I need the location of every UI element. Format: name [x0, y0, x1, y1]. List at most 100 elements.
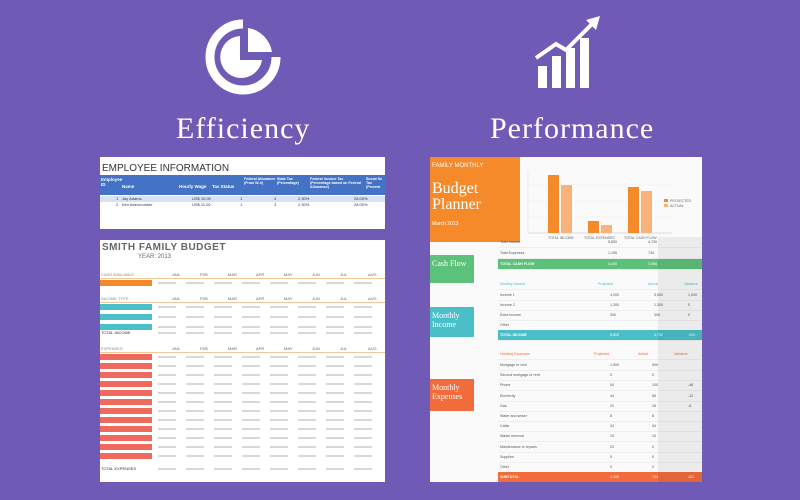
- cell-value: [186, 437, 204, 439]
- expense-row: Electricity 44 56 -12: [498, 391, 702, 402]
- bar-cashflow-actual: [641, 191, 652, 233]
- month-header: APR: [256, 346, 265, 351]
- cell-value: [214, 332, 232, 334]
- cell-value: [214, 316, 232, 318]
- cell-value: [214, 410, 232, 412]
- cell-value: [354, 428, 372, 430]
- cell-value: [354, 326, 372, 328]
- month-header: JUN: [312, 296, 320, 301]
- cell-value: [326, 468, 344, 470]
- expense-band: [100, 399, 152, 405]
- cell-value: [214, 306, 232, 308]
- cell-value: [186, 419, 204, 421]
- month-header: APR: [256, 296, 265, 301]
- cell-value: [242, 316, 260, 318]
- month-header: MAY: [284, 296, 293, 301]
- income-row: TOTAL INCOME 5,600 4,700 -900: [498, 330, 702, 341]
- expense-band: [100, 381, 152, 387]
- month-header: AUG: [368, 346, 377, 351]
- cell-value: [186, 356, 204, 358]
- expense-row: Mortgage or rent 1,000 500: [498, 360, 702, 371]
- cell-value: [270, 326, 288, 328]
- employee-row: 2 Kim Abercrombie US$ 11.00 1 3 2.30% 28…: [116, 202, 368, 207]
- total-expenses-label: TOTAL EXPENSES: [101, 466, 137, 471]
- cell-value: [158, 332, 176, 334]
- cell-value: [270, 383, 288, 385]
- cell-value: [298, 437, 316, 439]
- col-social-security-tax: Social Se Tax (Percent: [366, 177, 382, 189]
- month-header: FEB: [200, 296, 208, 301]
- employee-table-header: Employee ID Name Hourly Wage Tax Status …: [100, 175, 385, 195]
- chart-cat-income: TOTAL INCOME: [548, 236, 574, 240]
- cell-value: [298, 282, 316, 284]
- month-header: MAY: [284, 346, 293, 351]
- cell-value: [214, 401, 232, 403]
- cell-value: [242, 455, 260, 457]
- cell-value: [270, 455, 288, 457]
- bar-income-actual: [561, 185, 572, 233]
- tab-monthly-income[interactable]: Monthly Income: [430, 307, 474, 337]
- employee-sheet-title: EMPLOYEE INFORMATION: [102, 163, 230, 174]
- cell-value: [270, 468, 288, 470]
- cell-value: [298, 316, 316, 318]
- income-header-row: Monthly Income Projected Actual Variance: [498, 279, 702, 290]
- cell-value: [354, 383, 372, 385]
- cell-value: [270, 306, 288, 308]
- cell-value: [242, 332, 260, 334]
- cell-value: [158, 316, 176, 318]
- expense-band: [100, 417, 152, 423]
- employee-sheet: EMPLOYEE INFORMATION Employee ID Name Ho…: [100, 157, 385, 229]
- cell-value: [354, 374, 372, 376]
- cell-value: [270, 428, 288, 430]
- planner-small-title: FAMILY MONTHLY: [432, 163, 484, 169]
- cell-value: [326, 437, 344, 439]
- cash-flow-row: Total Expenses 1,155 734: [498, 248, 702, 259]
- expense-row: Maintenance or repairs 23 0: [498, 442, 702, 453]
- expense-band: [100, 372, 152, 378]
- cell-value: [270, 365, 288, 367]
- cell-value: [186, 365, 204, 367]
- cell-value: [354, 282, 372, 284]
- budget-sheet-year: YEAR: 2013: [138, 254, 172, 260]
- cell-value: [214, 419, 232, 421]
- tab-monthly-expenses[interactable]: Monthly Expenses: [430, 379, 474, 411]
- cell-value: [326, 383, 344, 385]
- cell-value: [298, 455, 316, 457]
- cell-value: [242, 419, 260, 421]
- cell-value: [298, 468, 316, 470]
- col-federal-allowance: Federal Allowance (From W-4): [244, 177, 276, 185]
- cell-value: [354, 410, 372, 412]
- income-row: Extra income 300 300 0: [498, 310, 702, 321]
- col-federal-income-tax: Federal Income Tax (Percentage based on …: [310, 177, 362, 189]
- chart-cat-cashflow: TOTAL CASH FLOW: [624, 236, 657, 240]
- cell-value: [298, 326, 316, 328]
- planner-date: March 2013: [432, 221, 459, 227]
- expense-row: Cable 34 34: [498, 421, 702, 433]
- expense-band: [100, 435, 152, 441]
- cell-value: [270, 419, 288, 421]
- cell-value: [242, 392, 260, 394]
- month-header: JUN: [312, 346, 320, 351]
- month-header: FEB: [200, 346, 208, 351]
- cell-value: [298, 392, 316, 394]
- cell-value: [298, 365, 316, 367]
- expense-band: [100, 426, 152, 432]
- col-state-tax: State Tax (Percentage): [277, 177, 299, 185]
- cash-flow-row: TOTAL CASH FLOW 4,445 3,966: [498, 259, 702, 270]
- cell-value: [242, 446, 260, 448]
- month-header: AUG: [368, 296, 377, 301]
- cell-value: [242, 383, 260, 385]
- section-rule: [100, 278, 385, 279]
- bar-expenses-actual: [601, 225, 612, 233]
- col-hourly-wage: Hourly Wage: [179, 184, 207, 189]
- cell-value: [298, 428, 316, 430]
- cell-value: [214, 437, 232, 439]
- cell-value: [214, 428, 232, 430]
- tab-cash-flow[interactable]: Cash Flow: [430, 255, 474, 283]
- month-header: JAN: [172, 296, 180, 301]
- cell-value: [326, 428, 344, 430]
- cell-value: [214, 468, 232, 470]
- cell-value: [326, 419, 344, 421]
- planner-header: FAMILY MONTHLY Budget Planner March 2013: [430, 157, 520, 242]
- bar-expenses-projected: [588, 221, 599, 233]
